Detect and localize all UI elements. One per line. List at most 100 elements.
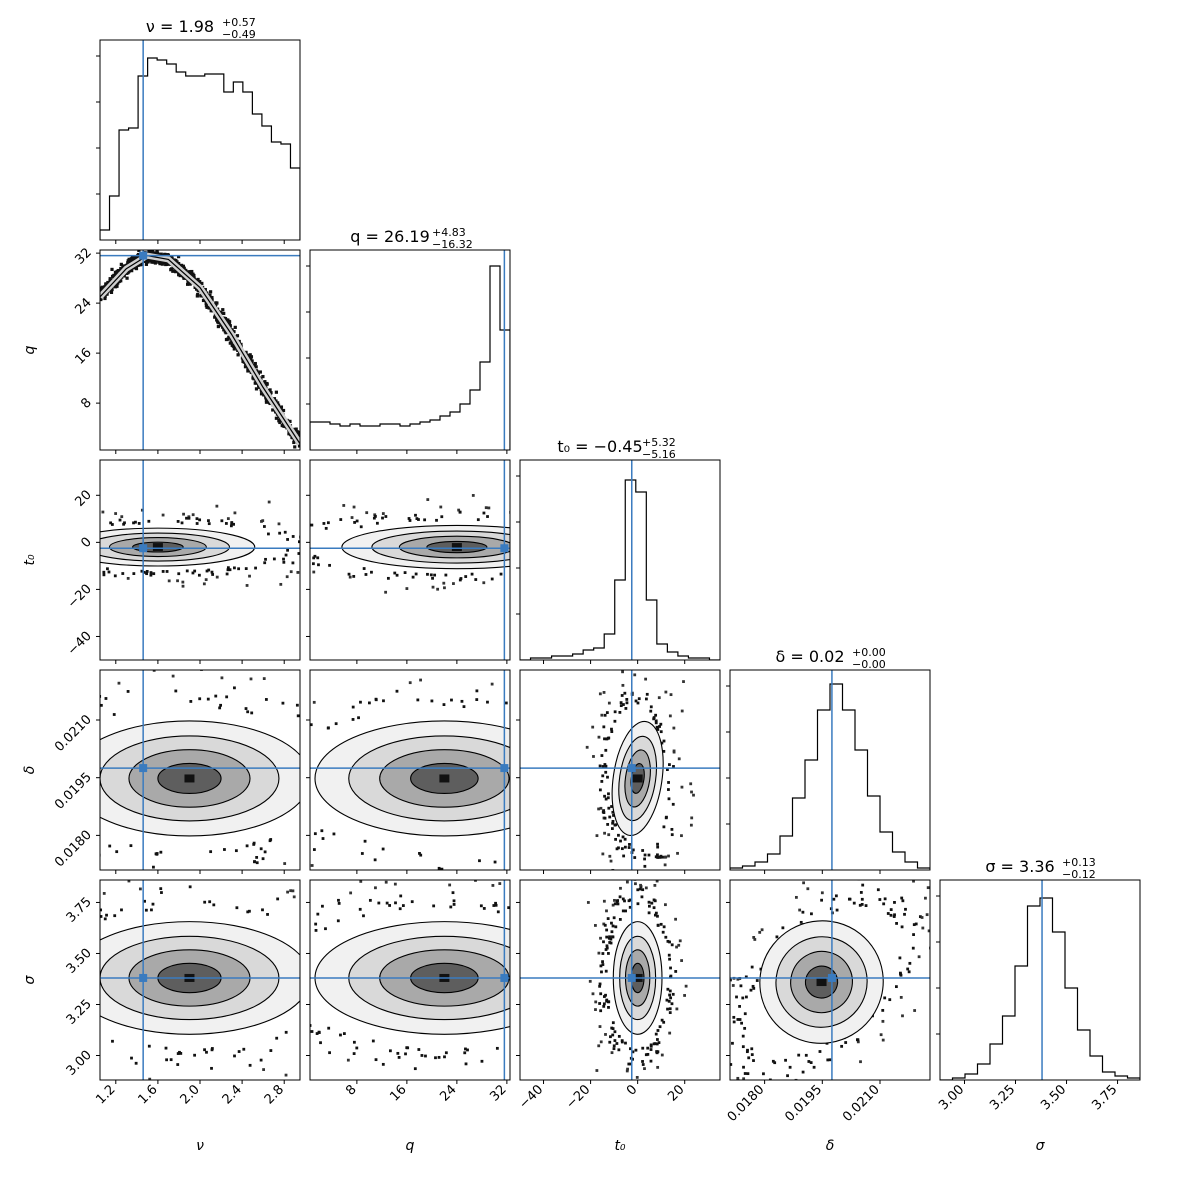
title-lower-error: −16.32 <box>432 238 473 251</box>
density-panel-q-t0 <box>306 459 511 664</box>
truth-marker <box>139 544 148 553</box>
y-tick-label-delta: 0.0180 <box>52 828 95 871</box>
title-upper-error: +0.00 <box>852 646 886 659</box>
panel-frame <box>99 39 301 241</box>
histogram-step-t0 <box>520 479 720 660</box>
panel-title-t0: t₀ = −0.45 <box>557 437 642 456</box>
truth-marker <box>139 764 148 773</box>
histogram-step-q <box>310 265 510 450</box>
panel-title-sigma: σ = 3.36 <box>985 857 1054 876</box>
x-tick-label-t0: −40 <box>516 1082 546 1112</box>
density-contour <box>100 254 300 445</box>
truth-marker <box>139 251 148 260</box>
panel-title-delta: δ = 0.02 <box>776 647 845 666</box>
density-panel-q-delta <box>306 669 511 874</box>
x-tick-label-nu: 1.6 <box>135 1082 160 1107</box>
panel-frame <box>519 879 721 1081</box>
density-panel-nu-q: 8 16 24 32 q <box>22 245 301 454</box>
y-axis-label-t0: t₀ <box>22 554 38 565</box>
x-tick-label-q: 24 <box>437 1082 459 1104</box>
panel-title-nu: ν = 1.98 <box>146 17 214 36</box>
histogram-step-sigma <box>940 897 1140 1080</box>
x-tick-label-sigma: 3.50 <box>1038 1082 1069 1113</box>
density-peak <box>184 774 195 783</box>
x-axis-label-delta: δ <box>826 1138 835 1154</box>
title-lower-error: −0.12 <box>1062 868 1096 881</box>
panel-title-q: q = 26.19 <box>350 227 430 246</box>
x-tick-label-delta: 0.0180 <box>725 1082 768 1125</box>
density-peak <box>816 978 827 987</box>
density-peak <box>152 543 163 552</box>
density-peak <box>451 543 462 552</box>
x-axis-label-t0: t₀ <box>614 1138 625 1154</box>
title-lower-error: −5.16 <box>642 448 676 461</box>
title-upper-error: +0.13 <box>1062 856 1096 869</box>
truth-marker <box>500 973 509 982</box>
panel-frame <box>309 669 511 871</box>
panel-frame <box>729 879 931 1081</box>
x-tick-label-nu: 2.8 <box>262 1082 287 1107</box>
truth-marker <box>500 764 509 773</box>
title-upper-error: +5.32 <box>642 436 676 449</box>
x-axis-label-nu: ν <box>196 1138 204 1154</box>
truth-marker <box>139 973 148 982</box>
truth-marker <box>827 973 836 982</box>
y-tick-label-delta: 0.0210 <box>52 712 95 755</box>
histogram-panel-t0: t₀ = −0.45 +5.32−5.16 <box>516 436 721 664</box>
x-tick-label-nu: 2.0 <box>178 1082 203 1107</box>
y-tick-label-sigma: 3.75 <box>64 895 95 926</box>
panel-frame <box>729 669 931 871</box>
x-tick-label-sigma: 3.25 <box>987 1082 1018 1113</box>
x-tick-label-delta: 0.0195 <box>782 1082 825 1125</box>
panel-frame <box>309 879 511 1081</box>
x-axis-label-sigma: σ <box>1036 1138 1046 1154</box>
x-tick-label-q: 32 <box>487 1082 509 1104</box>
x-tick-label-nu: 2.4 <box>220 1082 245 1107</box>
y-tick-label-t0: −20 <box>65 582 95 612</box>
x-tick-label-q: 16 <box>387 1082 409 1104</box>
panel-frame <box>939 879 1141 1081</box>
density-panel-t0-delta <box>516 669 721 874</box>
y-tick-label-t0: 0 <box>78 535 94 551</box>
x-tick-label-delta: 0.0210 <box>840 1082 883 1125</box>
y-tick-label-sigma: 3.50 <box>64 946 95 977</box>
y-axis-label-delta: δ <box>22 766 38 775</box>
y-tick-label-t0: 20 <box>73 488 95 510</box>
panel-frame <box>519 459 721 661</box>
y-axis-label-q: q <box>22 345 38 354</box>
y-tick-label-t0: −40 <box>65 629 95 659</box>
y-tick-label-q: 24 <box>73 295 95 317</box>
density-panel-t0-sigma: −40 −20 0 20 t₀ <box>516 879 721 1154</box>
truth-marker <box>627 764 636 773</box>
x-tick-label-q: 8 <box>343 1082 359 1098</box>
y-tick-label-sigma: 3.25 <box>64 997 95 1028</box>
title-upper-error: +0.57 <box>222 16 256 29</box>
histogram-panel-q: q = 26.19 +4.83−16.32 <box>306 226 511 454</box>
y-tick-label-q: 8 <box>78 395 94 411</box>
panel-frame <box>519 669 721 871</box>
y-tick-label-q: 32 <box>73 245 95 267</box>
y-tick-label-q: 16 <box>73 345 95 367</box>
histogram-panel-nu: ν = 1.98 +0.57−0.49 <box>96 16 301 244</box>
x-tick-label-nu: 1.2 <box>93 1082 118 1107</box>
histogram-step-delta <box>730 683 930 870</box>
x-tick-label-t0: −20 <box>563 1082 593 1112</box>
panel-frame <box>99 249 301 451</box>
density-panel-delta-sigma: 0.0180 0.0195 0.0210 δ <box>725 879 931 1154</box>
histogram-step-nu <box>100 57 300 240</box>
title-lower-error: −0.00 <box>852 658 886 671</box>
histogram-panel-sigma: σ = 3.36 +0.13−0.12 3.00 3.25 3.50 3.75 σ <box>936 856 1141 1154</box>
x-tick-label-t0: 20 <box>665 1082 687 1104</box>
x-axis-label-q: q <box>406 1138 415 1154</box>
y-axis-label-sigma: σ <box>22 974 38 984</box>
density-panel-q-sigma: 8 16 24 32 q <box>306 879 511 1154</box>
panel-frame <box>309 249 511 451</box>
density-peak <box>439 774 450 783</box>
x-tick-label-t0: 0 <box>624 1082 640 1098</box>
panel-frame <box>309 459 511 661</box>
histogram-panel-delta: δ = 0.02 +0.00−0.00 <box>726 646 931 874</box>
title-upper-error: +4.83 <box>432 226 466 239</box>
x-tick-label-sigma: 3.75 <box>1089 1082 1120 1113</box>
truth-marker <box>627 973 636 982</box>
